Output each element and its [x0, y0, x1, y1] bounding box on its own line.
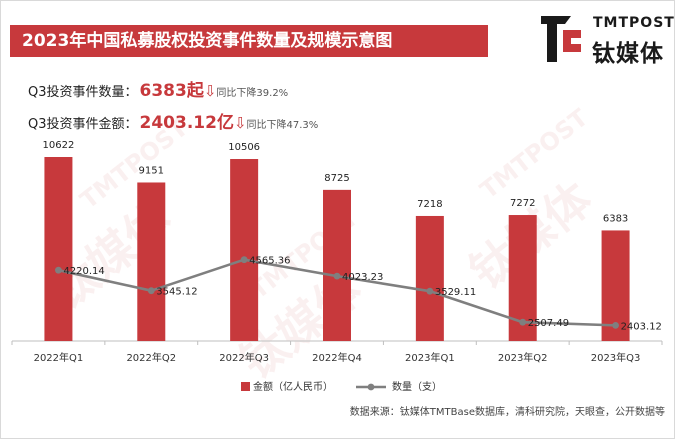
x-tick-label: 2022年Q2	[126, 351, 176, 364]
line-value-label: 3529.11	[435, 287, 476, 298]
line-value-label: 4023.23	[342, 272, 383, 283]
bar-value-label: 10622	[43, 140, 75, 151]
x-tick-label: 2022年Q1	[34, 351, 84, 364]
line-value-label: 2403.12	[621, 321, 662, 332]
x-tick-label: 2022年Q4	[312, 351, 362, 364]
line-value-label: 3545.12	[156, 287, 197, 298]
legend-bar-swatch	[241, 382, 250, 391]
kpi-amount-change: 同比下降47.3%	[246, 120, 319, 131]
line-point	[426, 287, 434, 295]
bar-value-label: 9151	[139, 165, 164, 176]
bar-value-label: 10506	[228, 142, 260, 153]
x-tick-label: 2023年Q1	[405, 351, 455, 364]
chart-title: 2023年中国私募股权投资事件数量及规模示意图	[10, 25, 488, 57]
bar	[323, 189, 351, 341]
legend-line-marker	[367, 383, 375, 391]
line-point	[612, 321, 619, 329]
line-point	[240, 256, 248, 264]
x-tick-label: 2023年Q2	[498, 351, 548, 364]
bar	[137, 182, 166, 341]
bar-value-label: 7272	[510, 198, 535, 209]
line-value-label: 2507.49	[528, 318, 569, 329]
logo-text-en: TMTPOST	[593, 15, 675, 31]
legend-line-label: 数量（支）	[392, 380, 442, 393]
kpi-count-label: Q3投资事件数量：	[28, 85, 138, 100]
x-tick-label: 2022年Q3	[219, 351, 269, 364]
legend-bar-label: 金额（亿人民币）	[253, 380, 333, 393]
kpi-amount-label: Q3投资事件金额：	[28, 117, 138, 132]
bar	[44, 157, 73, 341]
kpi-count-change: 同比下降39.2%	[216, 88, 289, 99]
kpi-count-value: 6383起	[139, 81, 204, 101]
bar-value-label: 8725	[324, 173, 349, 184]
line-value-label: 4565.36	[249, 256, 290, 267]
down-arrow-icon: ⇩	[203, 82, 217, 100]
x-tick-label: 2023年Q3	[591, 351, 641, 364]
kpi-count: Q3投资事件数量： 6383起⇩同比下降39.2%	[28, 76, 288, 101]
kpi-amount: Q3投资事件金额： 2403.12亿⇩同比下降47.3%	[28, 108, 318, 133]
line-point	[519, 318, 527, 326]
line-value-label: 4220.14	[63, 266, 104, 277]
tmtpost-logo-mark-icon	[541, 16, 581, 62]
down-arrow-icon: ⇩	[233, 114, 247, 132]
bar	[415, 215, 444, 341]
bar	[230, 159, 259, 341]
bar-value-label: 7218	[417, 199, 442, 210]
line-point	[147, 287, 155, 295]
bar-value-label: 6383	[603, 213, 628, 224]
kpi-amount-value: 2403.12亿	[139, 113, 234, 133]
line-point	[333, 272, 341, 280]
data-source: 数据来源：钛媒体TMTBase数据库，清科研究院，天眼查，公开数据等	[349, 407, 665, 418]
tmtpost-logo: TMTPOST 钛媒体	[537, 10, 674, 68]
logo-text-cn: 钛媒体	[592, 41, 664, 67]
line-point	[55, 266, 62, 274]
